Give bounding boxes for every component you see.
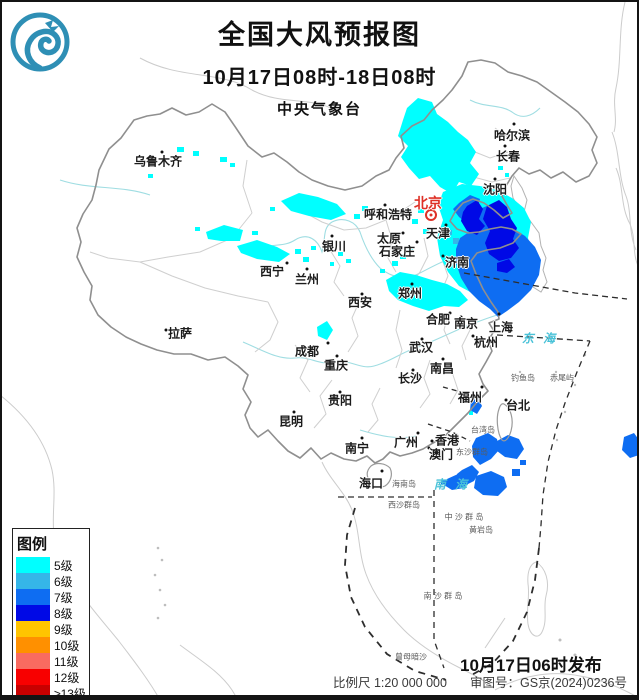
legend-label: 11级 — [54, 654, 79, 669]
legend-item: 9级 — [16, 621, 89, 637]
legend-item: 11级 — [16, 653, 89, 669]
valid-period: 10月17日08时-18日08时 — [202, 67, 437, 89]
legend-item: 6级 — [16, 573, 89, 589]
legend-label: 6级 — [54, 574, 73, 589]
review-number: 审图号：GS京(2024)0236号 — [470, 676, 628, 690]
legend-label: 8级 — [54, 606, 73, 621]
logo-dragon-body — [24, 28, 61, 71]
legend-label: 5级 — [54, 558, 73, 573]
legend-swatch — [16, 573, 50, 589]
legend-label: 12级 — [54, 670, 80, 685]
wind-area-level8 — [461, 200, 519, 273]
publish-time: 10月17日06时发布 — [460, 656, 602, 675]
scale-label: 比例尺 1:20 000 000 — [333, 676, 447, 690]
legend-swatch — [16, 685, 50, 700]
legend-swatch — [16, 589, 50, 605]
legend-item: 7级 — [16, 589, 89, 605]
legend-box: 图例 5级 6级 7级 8级 9级 10级 11级 12级 ≥13级 — [12, 528, 90, 700]
legend-swatch — [16, 605, 50, 621]
legend-item: 12级 — [16, 669, 89, 685]
small-islands — [153, 353, 592, 682]
taiwan-island — [496, 403, 513, 442]
legend-item: 10级 — [16, 637, 89, 653]
cma-dragon-logo — [10, 12, 70, 72]
legend-swatch — [16, 669, 50, 685]
page-title: 全国大风预报图 — [218, 20, 421, 50]
legend-items: 5级 6级 7级 8级 9级 10级 11级 12级 ≥13级 — [16, 557, 89, 700]
legend-swatch — [16, 653, 50, 669]
maritime-dashed-boundaries — [338, 272, 628, 681]
legend-item: ≥13级 — [16, 685, 89, 700]
legend-title: 图例 — [17, 536, 48, 553]
legend-swatch — [16, 557, 50, 573]
legend-swatch — [16, 637, 50, 653]
legend-label: 10级 — [54, 638, 80, 653]
legend-item: 5级 — [16, 557, 89, 573]
legend-label: 9级 — [54, 622, 73, 637]
legend-label: ≥13级 — [54, 686, 86, 700]
agency-name: 中央气象台 — [276, 101, 362, 118]
legend-swatch — [16, 621, 50, 637]
china-national-boundary — [76, 59, 598, 464]
hainan-island — [366, 462, 392, 488]
legend-label: 7级 — [54, 590, 73, 605]
logo-dragon-head — [45, 20, 59, 32]
map-header: 全国大风预报图 10月17日08时-18日08时 中央气象台 — [0, 0, 639, 119]
legend-item: 8级 — [16, 605, 89, 621]
